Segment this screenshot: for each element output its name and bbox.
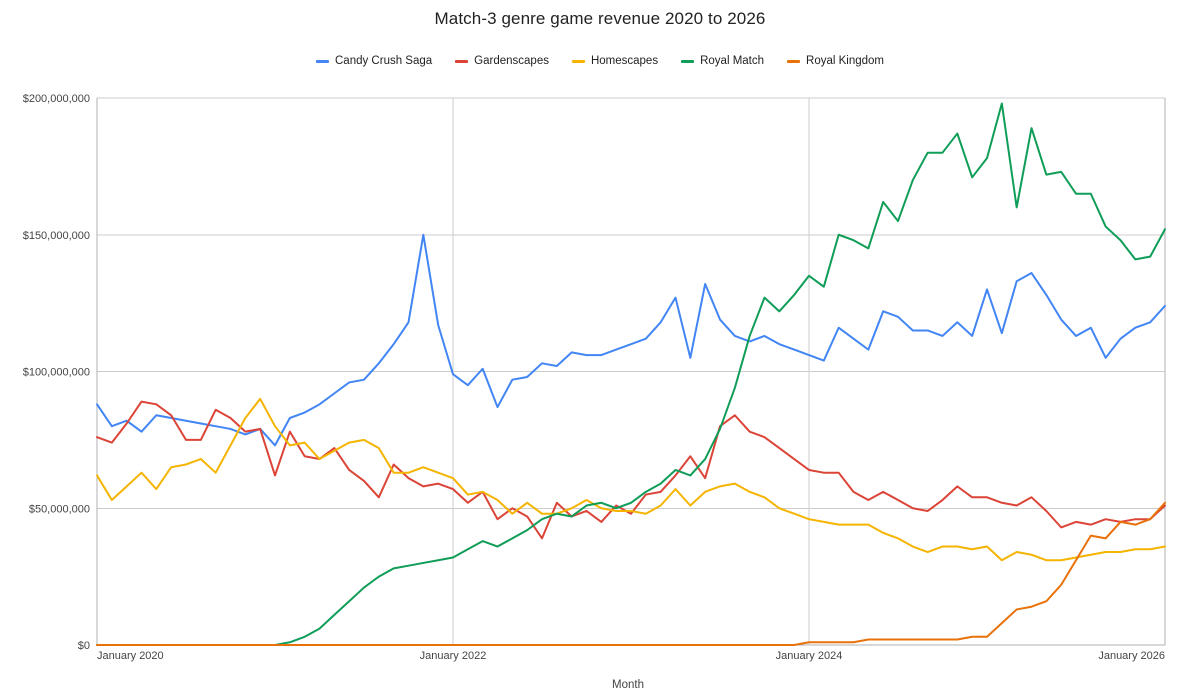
legend-swatch-icon [571,59,585,63]
series-line[interactable] [96,102,1166,646]
legend-label: Gardenscapes [474,55,549,67]
y-axis-tick-label: $100,000,000 [23,367,90,379]
legend-swatch-icon [455,59,469,63]
legend-item[interactable]: Homescapes [571,55,659,67]
legend-swatch-icon [316,59,329,63]
y-axis-tick-labels: $0 $50,000,000 $100,000,000 $150,000,000 $20… [23,93,90,652]
y-axis-tick-label: $50,000,000 [29,503,90,515]
legend-item[interactable]: Gardenscapes [455,55,549,67]
legend-label: Candy Crush Saga [335,55,433,67]
legend-label: Homescapes [590,55,659,67]
legend-label: Royal Kingdom [806,55,884,67]
x-axis-tick-label: January 2026 [1098,650,1165,662]
legend-item[interactable]: Candy Crush Saga [316,55,432,67]
series-line[interactable] [96,397,1166,562]
y-axis-tick-label: $200,000,000 [23,93,90,105]
data-series-group [96,102,1166,646]
y-axis-tick-label: $150,000,000 [23,230,90,242]
gridlines [96,97,1166,646]
series-line[interactable] [96,233,1166,447]
x-axis-tick-labels: January 2020 January 2022 January 2024 Janu… [97,650,1165,662]
x-axis-tick-label: January 2024 [776,650,843,662]
legend-swatch-icon [787,59,801,63]
legend-swatch-icon [681,59,695,63]
legend-item[interactable]: Royal Kingdom [787,55,884,67]
x-axis-title: Month [612,679,644,691]
x-axis-tick-label: January 2022 [420,650,487,662]
legend-item[interactable]: Royal Match [681,55,764,67]
chart-legend: Candy Crush Saga Gardenscapes Homescapes Ro… [0,55,1200,67]
x-axis-tick-label: January 2020 [97,650,164,662]
legend-label: Royal Match [700,55,765,67]
series-line[interactable] [96,501,1166,646]
chart-title: Match-3 genre game revenue 2020 to 2026 [434,9,766,28]
y-axis-tick-label: $0 [78,640,90,652]
series-line[interactable] [96,400,1166,540]
